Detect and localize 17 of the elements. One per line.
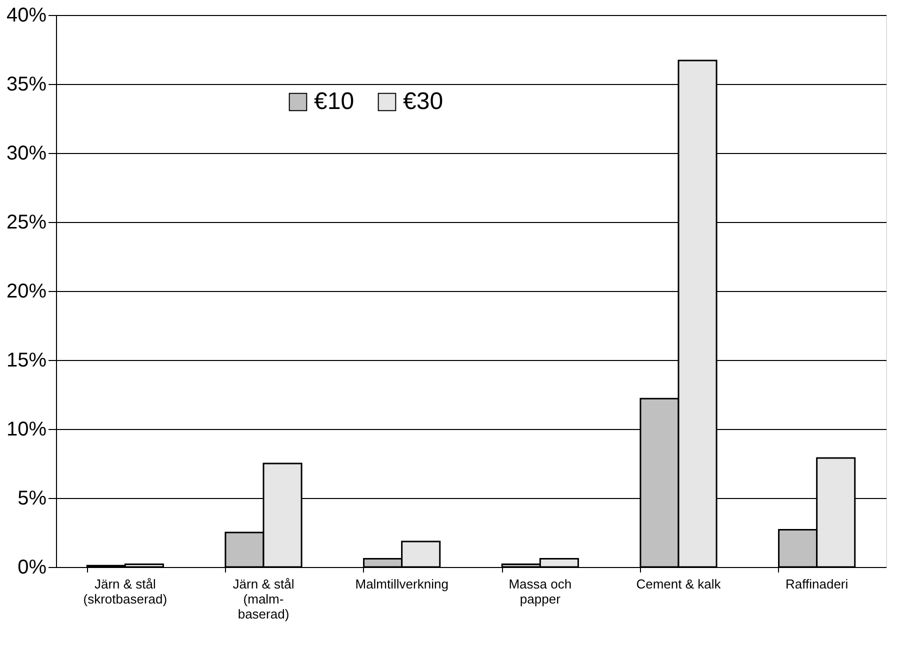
x-tick-label: Cement & kalk bbox=[636, 576, 722, 592]
y-tick-label: 40% bbox=[6, 4, 47, 26]
y-tick-label: 25% bbox=[6, 212, 47, 234]
x-tick-label: Malmtillverkning bbox=[355, 576, 448, 592]
y-tick-label: 10% bbox=[6, 418, 47, 440]
x-tick-label: Massa och papper bbox=[508, 576, 572, 606]
x-tick-label: Järn & stål (malm- baserad) bbox=[232, 576, 294, 622]
y-tick-label: 5% bbox=[18, 488, 47, 510]
y-tick-label: 0% bbox=[18, 556, 47, 578]
x-tick-label: Järn & stål (skrotbaserad) bbox=[83, 576, 168, 606]
x-tick-label: Raffinaderi bbox=[786, 576, 848, 592]
y-tick-label: 35% bbox=[6, 74, 47, 96]
legend-label: €10 bbox=[314, 88, 354, 115]
y-tick-label: 20% bbox=[6, 280, 47, 302]
legend-label: €30 bbox=[403, 88, 444, 115]
y-tick-label: 15% bbox=[6, 350, 47, 372]
y-tick-label: 30% bbox=[6, 142, 47, 164]
